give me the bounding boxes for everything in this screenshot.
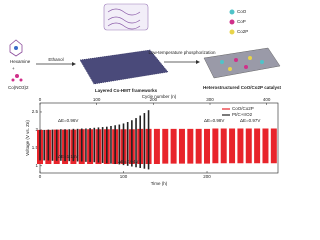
- annotation: ΔE=0.96V: [58, 118, 78, 123]
- x2-tick-label: 0: [39, 97, 42, 102]
- legend-label: CoO/Co2P: [232, 106, 254, 111]
- diagram-legend: CoO CoP Co2P: [229, 9, 248, 35]
- catalyst-sheet: [203, 47, 281, 79]
- x2-tick-label: 400: [263, 97, 271, 102]
- arrow-head: [72, 62, 76, 66]
- figure: Hexamine + Co(NO3)2 Ethanol Layered Co-H…: [8, 3, 281, 186]
- annotation: ΔE=1.15V: [58, 154, 78, 159]
- legend-swatch: [229, 9, 235, 15]
- x-tick-label: 200: [203, 174, 211, 179]
- co-hmt-layers: [80, 50, 168, 84]
- y-tick-label: 1.5: [32, 145, 39, 150]
- chart: 1 1.5 2 2.5 0 100 200 0 100 200 300 400 Cycle number…: [25, 94, 279, 186]
- catalyst-particles: [220, 56, 264, 71]
- y-tick-label: 2: [35, 127, 38, 132]
- legend-label: Co2P: [237, 29, 248, 34]
- x-axis-title: Time (h): [151, 181, 168, 186]
- product-label: Heterostructured CoO/Co2P catalyst: [203, 85, 281, 90]
- step-label: Ethanol: [48, 57, 63, 62]
- arrow-head: [196, 60, 200, 64]
- framework-chains: [107, 8, 141, 30]
- legend-swatch: [229, 19, 235, 25]
- reagent-label: Hexamine: [10, 59, 31, 64]
- x2-tick-label: 100: [93, 97, 101, 102]
- intermediate-label: Layered Co-HMT frameworks: [95, 88, 158, 93]
- annotation: ΔE=0.98V: [204, 118, 224, 123]
- legend-label: CoP: [237, 19, 246, 24]
- x-tick-label: 0: [39, 174, 42, 179]
- cobalt-salt: [11, 74, 23, 82]
- step-label: Low-temperature phosphorization: [148, 50, 216, 55]
- legend-label: Pt/C+IrO2: [232, 112, 253, 117]
- x2-tick-label: 300: [206, 97, 214, 102]
- legend-swatch: [229, 29, 235, 35]
- y-tick-label: 1: [35, 163, 38, 168]
- reagent-label: Co(NO3)2: [8, 85, 29, 90]
- y-axis-title: Voltage (V vs. Zn): [25, 120, 30, 156]
- legend-label: CoO: [237, 9, 247, 14]
- hexamine-molecule: [9, 39, 23, 57]
- x2-axis-title: Cycle number (n): [142, 94, 177, 99]
- plus: +: [12, 66, 15, 71]
- x-tick-label: 100: [120, 174, 128, 179]
- annotation: ΔE=0.97V: [240, 118, 260, 123]
- annotation: ΔE=2.04V: [118, 159, 138, 164]
- y-tick-label: 2.5: [32, 109, 39, 114]
- zoom-panel: [103, 3, 149, 31]
- x2-tick-label: 200: [150, 97, 158, 102]
